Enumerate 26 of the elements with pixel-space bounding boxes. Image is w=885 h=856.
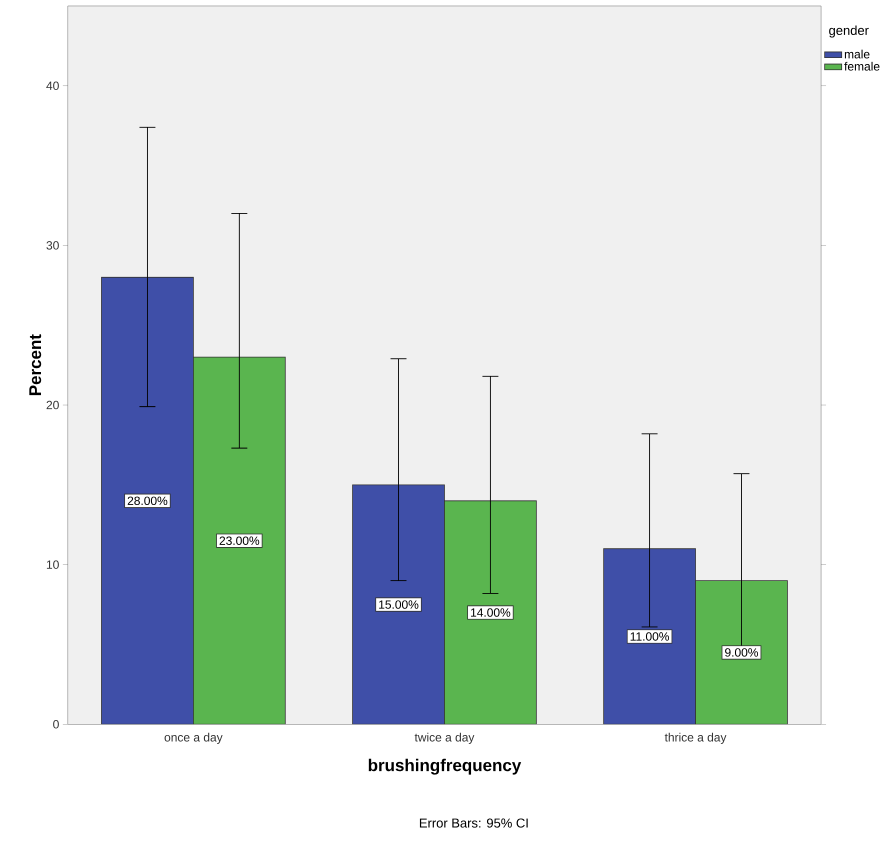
bar [101,276,194,724]
x-axis-title: brushingfrequency [368,758,522,775]
y-tick-label: 20 [46,400,59,410]
y-tick-label: 40 [46,82,59,90]
y-tick-label: 0 [53,720,59,729]
bar [444,500,537,724]
bar [352,484,445,724]
bar [192,356,286,724]
y-tick-label: 10 [46,560,59,569]
y-axis-title: Percent [29,334,42,396]
data-label: 28.00% [128,496,168,506]
data-label: 14.00% [471,608,510,617]
data-label: 11.00% [630,632,670,641]
x-tick-label: once a day [164,732,223,744]
legend-label: male [844,50,870,58]
data-label: 9.00% [725,648,758,657]
data-label: 23.00% [220,536,260,545]
text: Error Bars: 95% CI [420,818,528,828]
x-tick-label: twice a day [414,732,474,744]
x-tick-label: thrice a day [664,732,726,744]
data-label: 15.00% [379,600,418,609]
legend-title: gender [829,25,869,38]
legend-label: female [844,62,880,71]
bar [603,548,696,724]
bar [695,580,788,724]
y-tick-label: 30 [46,241,59,250]
